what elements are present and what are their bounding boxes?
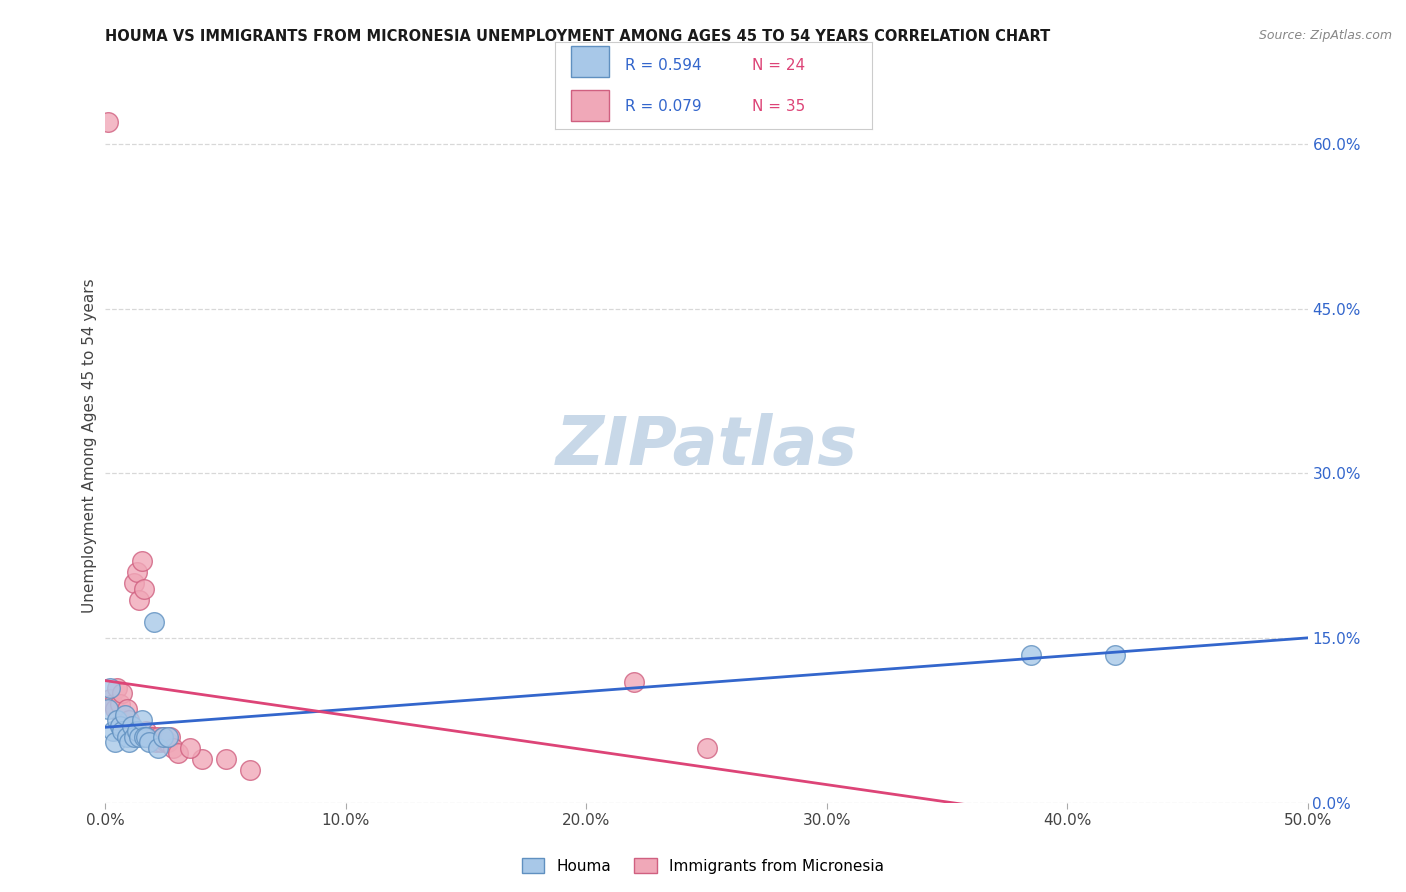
Point	[125, 724, 148, 739]
Point	[107, 681, 129, 695]
Point	[162, 740, 184, 755]
Point	[114, 719, 136, 733]
Point	[132, 582, 155, 596]
Point	[104, 702, 127, 716]
Point	[115, 730, 138, 744]
Point	[118, 714, 141, 728]
Point	[132, 730, 155, 744]
Point	[139, 730, 162, 744]
Point	[121, 724, 143, 739]
Point	[696, 740, 718, 755]
Bar	[571, 46, 609, 77]
Point	[111, 686, 134, 700]
Point	[148, 730, 170, 744]
Point	[623, 675, 645, 690]
Point	[115, 702, 138, 716]
Text: R = 0.079: R = 0.079	[624, 99, 702, 113]
Text: Source: ZipAtlas.com: Source: ZipAtlas.com	[1258, 29, 1392, 42]
Point	[145, 735, 167, 749]
Point	[104, 735, 127, 749]
Y-axis label: Unemployment Among Ages 45 to 54 years: Unemployment Among Ages 45 to 54 years	[82, 278, 97, 614]
Point	[166, 747, 188, 761]
Point	[118, 735, 141, 749]
Text: R = 0.594: R = 0.594	[624, 59, 702, 73]
Point	[128, 592, 150, 607]
Point	[121, 719, 143, 733]
Point	[214, 752, 236, 766]
Text: N = 24: N = 24	[752, 59, 804, 73]
Point	[97, 115, 120, 129]
Point	[159, 730, 181, 744]
Point	[101, 724, 124, 739]
Point	[156, 735, 179, 749]
Point	[101, 697, 124, 711]
Legend: Houma, Immigrants from Micronesia: Houma, Immigrants from Micronesia	[516, 852, 890, 880]
Point	[135, 724, 157, 739]
Point	[108, 719, 131, 733]
Point	[97, 702, 120, 716]
Point	[107, 714, 129, 728]
Point	[156, 730, 179, 744]
Point	[138, 735, 160, 749]
Point	[239, 763, 262, 777]
Text: HOUMA VS IMMIGRANTS FROM MICRONESIA UNEMPLOYMENT AMONG AGES 45 TO 54 YEARS CORRE: HOUMA VS IMMIGRANTS FROM MICRONESIA UNEM…	[105, 29, 1050, 44]
Point	[124, 576, 146, 591]
Point	[142, 730, 165, 744]
Point	[190, 752, 212, 766]
Point	[125, 566, 148, 580]
Point	[148, 740, 170, 755]
Point	[114, 708, 136, 723]
Text: ZIPatlas: ZIPatlas	[555, 413, 858, 479]
Bar	[571, 90, 609, 120]
Point	[179, 740, 201, 755]
Text: N = 35: N = 35	[752, 99, 804, 113]
Point	[108, 697, 131, 711]
Point	[1104, 648, 1126, 662]
Point	[149, 735, 172, 749]
Point	[128, 730, 150, 744]
Point	[135, 730, 157, 744]
Point	[138, 730, 160, 744]
Point	[152, 730, 174, 744]
Point	[131, 554, 153, 568]
Point	[98, 681, 121, 695]
Point	[152, 730, 174, 744]
Point	[142, 615, 165, 629]
Point	[124, 730, 146, 744]
Point	[111, 724, 134, 739]
Point	[98, 691, 121, 706]
Point	[155, 735, 177, 749]
Point	[131, 714, 153, 728]
Point	[1019, 648, 1042, 662]
